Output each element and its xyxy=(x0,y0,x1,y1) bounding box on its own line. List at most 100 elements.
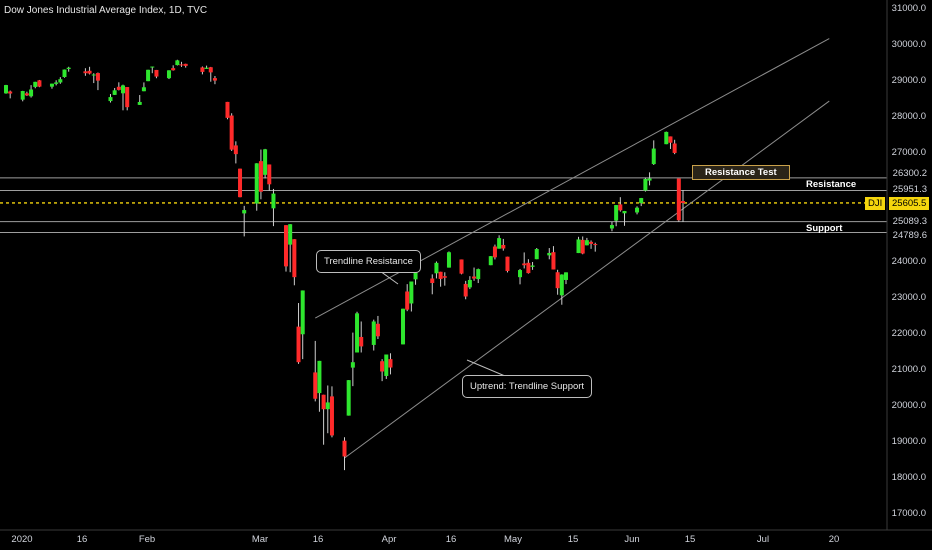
candle xyxy=(355,311,360,353)
candle-body xyxy=(183,63,188,66)
candle-body xyxy=(497,238,502,249)
candle-body xyxy=(20,91,25,100)
candle-body xyxy=(95,73,100,81)
candle-body xyxy=(346,380,351,416)
candle-body xyxy=(563,272,568,280)
candle xyxy=(522,252,527,269)
candle xyxy=(175,59,180,66)
candle xyxy=(492,244,497,260)
price-level-tag: 25951.3 xyxy=(892,184,927,195)
resistance-label: Resistance xyxy=(806,179,857,190)
candle-body xyxy=(488,256,493,266)
candle xyxy=(258,149,263,200)
candle-body xyxy=(459,259,464,274)
candle xyxy=(233,141,238,164)
candle xyxy=(116,82,121,91)
candle-body xyxy=(204,67,209,69)
candle-body xyxy=(526,262,531,274)
candle-body xyxy=(313,372,318,399)
candle-body xyxy=(534,249,539,260)
candle-body xyxy=(238,168,243,198)
candle-body xyxy=(329,396,334,436)
candle-body xyxy=(66,67,71,69)
candle-body xyxy=(325,402,330,410)
x-tick: Jun xyxy=(624,534,640,545)
candle-body xyxy=(242,210,247,214)
candle xyxy=(375,315,380,339)
y-tick: 18000.0 xyxy=(891,472,926,483)
candle xyxy=(29,85,34,98)
candle-body xyxy=(58,79,63,83)
x-tick: 15 xyxy=(684,534,696,545)
price-level-tag: 24789.6 xyxy=(892,230,927,241)
candle-body xyxy=(409,281,414,304)
candle-body xyxy=(664,131,669,145)
candle xyxy=(609,221,614,232)
price-level-tag: 25089.3 xyxy=(892,216,927,227)
candle-body xyxy=(33,81,38,87)
candle-body xyxy=(388,359,393,368)
candle xyxy=(66,66,71,72)
candle xyxy=(559,274,564,305)
candle-body xyxy=(551,252,556,270)
candle-body xyxy=(229,115,234,150)
candle-body xyxy=(225,101,230,118)
candle-body xyxy=(288,224,293,245)
candle-body xyxy=(584,240,589,246)
candle xyxy=(635,206,640,215)
candle-body xyxy=(668,136,673,143)
support-label: Support xyxy=(806,223,843,234)
candle-body xyxy=(267,164,272,185)
candle-body xyxy=(49,83,54,87)
candle xyxy=(618,197,623,212)
candle-body xyxy=(522,263,527,266)
candle-body xyxy=(580,239,585,254)
candle xyxy=(242,205,247,237)
candle xyxy=(20,90,25,102)
candle-body xyxy=(614,205,619,221)
candle-body xyxy=(555,272,560,289)
y-tick: 30000.0 xyxy=(891,39,926,50)
candle xyxy=(676,178,681,222)
candle-body xyxy=(647,178,652,181)
candle-body xyxy=(380,361,385,372)
candle xyxy=(208,66,213,82)
candle-body xyxy=(643,178,648,191)
candle xyxy=(463,280,468,300)
candle-body xyxy=(413,271,418,280)
candle xyxy=(384,354,389,379)
price-level-tag: 26300.2 xyxy=(892,168,927,179)
y-tick: 27000.0 xyxy=(891,147,926,158)
x-tick: Apr xyxy=(381,534,397,545)
candle xyxy=(472,267,477,281)
candle-body xyxy=(83,71,88,74)
candle xyxy=(4,84,8,94)
candle-body xyxy=(359,336,364,347)
candle-body xyxy=(355,313,360,353)
candle-body xyxy=(317,360,322,394)
candle xyxy=(58,77,63,84)
candle-body xyxy=(559,274,564,296)
candle xyxy=(672,139,677,155)
candle xyxy=(154,69,159,79)
candle xyxy=(254,163,259,211)
y-tick: 29000.0 xyxy=(891,75,926,86)
candle xyxy=(296,303,301,364)
candle-body xyxy=(62,69,67,78)
candle-body xyxy=(108,97,113,102)
candle-body xyxy=(179,64,184,66)
candle-body xyxy=(112,90,117,95)
candle xyxy=(501,238,506,251)
candle xyxy=(505,256,510,273)
candle-body xyxy=(166,70,171,79)
candle-body xyxy=(492,246,497,258)
x-tick: 16 xyxy=(312,534,324,545)
candle xyxy=(371,319,376,351)
candle xyxy=(263,148,268,179)
candle xyxy=(467,276,472,290)
candle-body xyxy=(292,239,297,278)
candle xyxy=(267,164,272,191)
candle xyxy=(350,332,355,387)
candle xyxy=(238,168,243,198)
candle-body xyxy=(472,276,477,279)
